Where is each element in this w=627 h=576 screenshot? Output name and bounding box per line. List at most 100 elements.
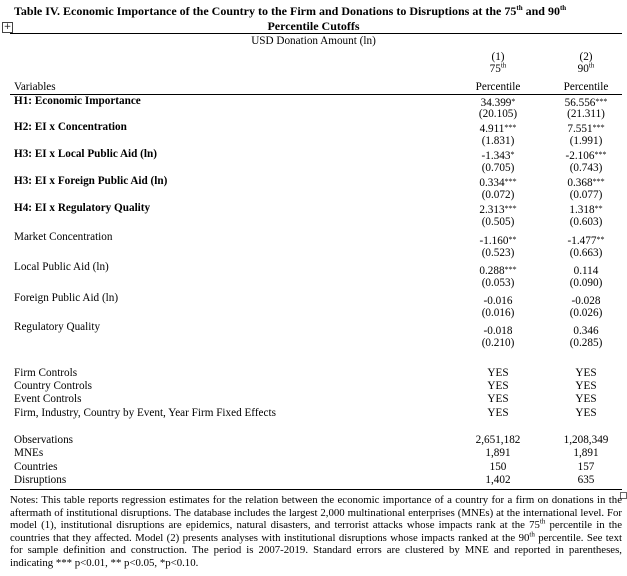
std-error: (0.072) [481,189,515,201]
col1-number: (1) [491,51,505,63]
stat-value: 1,891 [485,447,511,459]
significance-stars: * [511,97,516,106]
std-error: (0.016) [481,307,515,319]
col2-number: (2) [579,51,593,63]
significance-stars: *** [595,97,608,106]
notes-text: percentile. See text for sample definiti… [10,531,622,569]
std-error: (0.053) [481,277,515,289]
coef-cell: 0.114 [548,263,624,278]
col1-pct-value: 75 [489,63,501,75]
std-error: (0.077) [569,189,603,201]
significance-stars: *** [594,150,607,159]
title-text-mid: and 90 [522,4,560,18]
table-title-line2: Percentile Cutoffs [267,19,360,33]
stat-value: 157 [577,461,595,473]
title-sup: th [559,4,567,12]
coef-cell: 7.551*** [548,121,624,136]
std-error: (0.090) [569,277,603,289]
coef-value: -2.106 [565,150,595,162]
title-text: Table IV. Economic Importance of the Cou… [14,4,517,18]
coef-value: 1.318 [569,204,595,216]
row-label: H1: Economic Importance [14,95,141,107]
control-label: Firm, Industry, Country by Event, Year F… [14,407,276,419]
std-error: (0.705) [481,162,515,174]
coef-value: 0.114 [573,265,599,277]
coef-value: -1.160 [479,235,509,247]
notes-text: percentile in the countries that they af… [10,519,622,544]
std-error: (1.991) [569,135,603,147]
control-value: YES [575,407,597,419]
coef-value: -0.028 [571,295,601,307]
coef-value: -0.018 [483,325,513,337]
coef-cell: -2.106*** [548,148,624,163]
coef-value: -1.343 [481,150,511,162]
coef-cell: 0.368*** [548,175,624,190]
row-label: H3: EI x Foreign Public Aid (ln) [14,175,168,187]
significance-stars: ** [596,235,605,244]
significance-stars: *** [592,177,605,186]
coef-cell: -1.477** [548,233,624,248]
title-sup: th [516,4,523,12]
notes-sup: th [539,517,546,526]
std-error: (0.663) [569,247,603,259]
std-error: (0.743) [569,162,603,174]
coef-cell: -0.018 [456,323,540,338]
col2-pct: 90th [548,62,624,76]
row-label: Foreign Public Aid (ln) [14,292,119,304]
stat-label: Observations [14,434,74,446]
stat-value: 1,402 [485,474,511,486]
significance-stars: *** [504,123,517,132]
stat-value: 1,208,349 [563,434,609,446]
significance-stars: *** [504,204,517,213]
std-error: (21.311) [567,108,605,120]
coef-cell: 34.399* [456,95,540,110]
std-error: (0.523) [481,247,515,259]
coef-cell: -0.016 [456,293,540,308]
std-error: (0.603) [569,216,603,228]
control-label: Firm Controls [14,367,78,379]
expand-icon[interactable]: + [2,22,13,33]
row-label: Local Public Aid (ln) [14,261,109,273]
coef-cell: 1.318** [548,202,624,217]
row-label: H2: EI x Concentration [14,121,127,133]
std-error: (1.831) [481,135,515,147]
dependent-variable: USD Donation Amount (ln) [251,35,376,47]
col2-label: Percentile [563,81,609,93]
stat-label: Countries [14,461,58,473]
coef-value: -0.016 [483,295,513,307]
control-value: YES [575,367,597,379]
stat-value: 635 [577,474,595,486]
notes-text: Notes: This table reports regression est… [10,494,622,532]
std-error: (0.505) [481,216,515,228]
significance-stars: *** [504,265,517,274]
std-error: (20.105) [478,108,518,120]
std-error: (0.285) [569,337,603,349]
col2-pct-value: 90 [577,63,589,75]
row-label: H4: EI x Regulatory Quality [14,202,151,214]
control-value: YES [487,380,509,392]
coef-value: -1.477 [567,235,597,247]
control-value: YES [487,367,509,379]
bottom-rule [10,489,622,490]
std-error: (0.026) [569,307,603,319]
control-label: Event Controls [14,393,82,405]
stat-value: 2,651,182 [475,434,521,446]
control-value: YES [487,407,509,419]
header-rule [10,94,622,95]
coef-value: 0.288 [479,265,505,277]
notes-sup: th [529,530,535,539]
std-error: (0.210) [481,337,515,349]
coef-cell: 56.556*** [548,95,624,110]
row-label: H3: EI x Local Public Aid (ln) [14,148,157,160]
stat-label: MNEs [14,447,44,459]
control-label: Country Controls [14,380,93,392]
control-value: YES [487,393,509,405]
coef-cell: -1.160** [456,233,540,248]
stat-label: Disruptions [14,474,67,486]
control-value: YES [575,393,597,405]
significance-stars: ** [508,235,517,244]
row-label: Market Concentration [14,231,113,243]
coef-cell: -1.343* [456,148,540,163]
col1-pct: 75th [456,62,540,76]
significance-stars: * [510,150,515,159]
